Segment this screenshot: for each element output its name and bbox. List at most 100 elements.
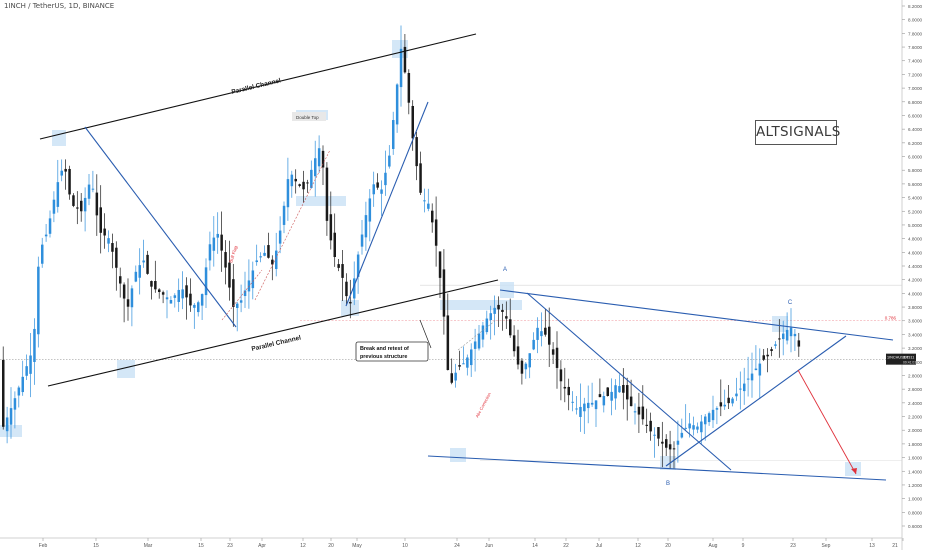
bullish-candle bbox=[485, 318, 489, 333]
bullish-candle bbox=[33, 328, 36, 362]
y-tick-label: 4.4000 bbox=[908, 264, 922, 269]
bearish-candle bbox=[645, 424, 648, 426]
bearish-candle bbox=[501, 309, 504, 312]
downtrend-line-1 bbox=[84, 126, 237, 328]
bearish-candle bbox=[649, 420, 652, 432]
bearish-candle bbox=[115, 247, 118, 268]
bullish-candle bbox=[602, 396, 606, 406]
y-tick-label: 6.2000 bbox=[908, 141, 922, 146]
bullish-candle bbox=[200, 294, 204, 306]
callout-pointer bbox=[419, 319, 432, 349]
y-tick-label: 8.2000 bbox=[908, 4, 922, 9]
y-tick-label: 0.6000 bbox=[908, 524, 922, 529]
bullish-candle bbox=[216, 233, 219, 238]
bullish-candle bbox=[91, 188, 95, 190]
bullish-candle bbox=[83, 197, 87, 212]
bullish-candle bbox=[462, 363, 465, 365]
bullish-candle bbox=[5, 417, 9, 432]
bullish-candle bbox=[750, 373, 754, 381]
bearish-candle bbox=[267, 245, 270, 258]
bullish-candle bbox=[87, 184, 91, 199]
bearish-candle bbox=[727, 397, 730, 404]
bearish-candle bbox=[438, 251, 442, 278]
bearish-candle bbox=[551, 349, 555, 355]
x-tick-label: 9 bbox=[742, 543, 745, 549]
bullish-candle bbox=[353, 278, 356, 299]
bullish-candle bbox=[384, 172, 387, 186]
bullish-candle bbox=[25, 366, 28, 376]
bullish-candle bbox=[723, 404, 726, 407]
bullish-candle bbox=[134, 271, 138, 282]
bearish-candle bbox=[672, 448, 676, 450]
bullish-candle bbox=[204, 267, 208, 296]
channel-bottom-line bbox=[47, 279, 499, 387]
x-tick-label: 22 bbox=[563, 543, 569, 549]
callout-text-line2: previous structure bbox=[360, 354, 407, 360]
bullish-candle bbox=[263, 252, 266, 256]
bullish-candle bbox=[715, 408, 719, 410]
bearish-candle bbox=[629, 396, 633, 407]
x-tick-label: 23 bbox=[227, 543, 233, 549]
bullish-candle bbox=[368, 198, 372, 222]
x-tick-label: Jun bbox=[485, 543, 493, 549]
bearish-candle bbox=[154, 281, 157, 290]
bullish-candle bbox=[107, 238, 110, 244]
bullish-candle bbox=[758, 363, 762, 376]
highlight-box bbox=[450, 448, 466, 462]
x-tick-label: 10 bbox=[402, 543, 408, 549]
uptrend-line-1 bbox=[345, 101, 429, 307]
y-tick-label: 7.0000 bbox=[908, 86, 922, 91]
x-tick-label: Mar bbox=[144, 543, 153, 549]
bearish-candle bbox=[668, 444, 672, 450]
bearish-candle bbox=[64, 168, 67, 172]
bullish-candle bbox=[169, 300, 173, 304]
bearish-candle bbox=[294, 178, 297, 182]
y-tick-label: 2.2000 bbox=[908, 415, 922, 420]
bullish-candle bbox=[165, 297, 169, 300]
bullish-candle bbox=[614, 385, 617, 399]
bullish-candle bbox=[275, 250, 278, 270]
bullish-candle bbox=[380, 189, 383, 194]
point-a-label: A bbox=[503, 267, 507, 273]
bearish-candle bbox=[119, 276, 122, 284]
bullish-candle bbox=[130, 288, 134, 308]
bullish-candle bbox=[743, 383, 746, 392]
bull-flag-dashed bbox=[221, 269, 263, 321]
highlight-box bbox=[500, 282, 514, 298]
bullish-candle bbox=[278, 230, 282, 244]
bearish-candle bbox=[719, 402, 723, 407]
bullish-candle bbox=[44, 234, 48, 237]
bullish-candle bbox=[52, 199, 56, 214]
bearish-candle bbox=[80, 200, 83, 212]
bearish-candle bbox=[220, 234, 223, 251]
bullish-candle bbox=[532, 339, 535, 350]
bullish-candle bbox=[653, 434, 656, 436]
bullish-candle bbox=[587, 402, 590, 409]
bullish-candle bbox=[177, 289, 180, 302]
bearish-candle bbox=[103, 228, 106, 236]
bearish-candle bbox=[325, 167, 329, 221]
bullish-candle bbox=[356, 254, 360, 277]
bearish-candle bbox=[766, 354, 769, 357]
bearish-candle bbox=[407, 73, 411, 103]
bullish-candle bbox=[707, 413, 711, 423]
y-tick-label: 5.2000 bbox=[908, 209, 922, 214]
bearish-candle bbox=[567, 386, 570, 396]
x-tick-label: Aug bbox=[709, 543, 718, 549]
abc-correction-label: Abc Correction bbox=[474, 391, 492, 418]
bearish-candle bbox=[72, 195, 75, 206]
abc-dashed bbox=[457, 319, 497, 351]
bearish-candle bbox=[185, 285, 188, 298]
y-tick-label: 5.4000 bbox=[908, 196, 922, 201]
bullish-candle bbox=[251, 270, 255, 289]
bullish-candle bbox=[754, 368, 758, 371]
bullish-candle bbox=[470, 349, 473, 366]
bullish-candle bbox=[399, 48, 403, 88]
x-tick-label: 14 bbox=[532, 543, 538, 549]
bullish-candle bbox=[676, 440, 680, 445]
bearish-candle bbox=[770, 349, 773, 352]
bearish-candle bbox=[637, 406, 641, 415]
x-tick-label: May bbox=[352, 543, 362, 549]
y-tick-label: 2.6000 bbox=[908, 387, 922, 392]
